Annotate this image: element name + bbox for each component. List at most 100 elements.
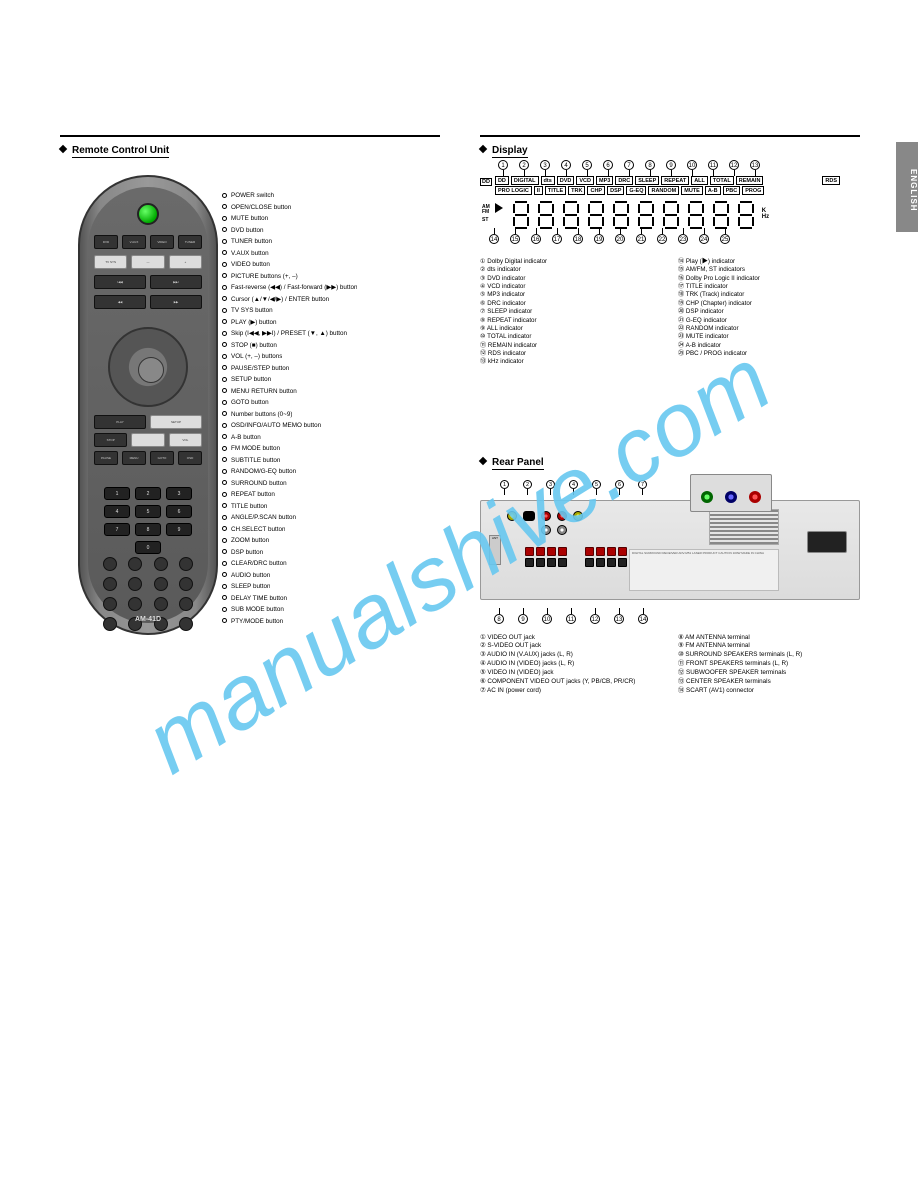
- callout-number: 15: [510, 234, 520, 244]
- callout-item: OSD/INFO/AUTO MEMO button: [222, 422, 321, 431]
- key-item: ② S-VIDEO OUT jack: [480, 642, 662, 651]
- key-item: ⑱ TRK (Track) indicator: [678, 291, 860, 299]
- indicator: PBC: [723, 186, 741, 195]
- right-column: Display 12345678910111213 DD DDDIGITALdt…: [480, 145, 860, 695]
- callout-number: 2: [519, 160, 529, 170]
- callout-number: 12: [729, 160, 739, 170]
- divider-right: [480, 135, 860, 137]
- indicator: DSP: [607, 186, 624, 195]
- indicator: ALL: [691, 176, 708, 185]
- callout-item: STOP (■) button: [222, 342, 277, 351]
- seven-segment: [560, 200, 582, 230]
- callout-number: 21: [636, 234, 646, 244]
- key-item: ⑥ COMPONENT VIDEO OUT jacks (Y, PB/CB, P…: [480, 678, 662, 687]
- callout-number: 8: [494, 614, 504, 624]
- callout-item: SUB MODE button: [222, 606, 284, 615]
- indicator: DVD: [557, 176, 575, 185]
- seven-segment: [735, 200, 757, 230]
- callout-number: 24: [699, 234, 709, 244]
- callout-number: 6: [603, 160, 613, 170]
- key-item: ㉒ RANDOM indicator: [678, 325, 860, 333]
- callout-number: 5: [582, 160, 592, 170]
- callout-item: Cursor (▲/▼/◀/▶) / ENTER button: [222, 296, 329, 305]
- seven-segment: [585, 200, 607, 230]
- callout-item: DSP button: [222, 549, 263, 558]
- remote-model-label: AM-41D: [80, 616, 216, 623]
- key-item: ㉑ G-EQ indicator: [678, 317, 860, 325]
- callout-item: DELAY TIME button: [222, 595, 287, 604]
- callout-item: REPEAT button: [222, 491, 275, 500]
- power-button-icon: [137, 203, 159, 225]
- key-item: ㉕ PBC / PROG indicator: [678, 350, 860, 358]
- callout-number: 11: [708, 160, 718, 170]
- callout-number: 6: [615, 480, 624, 489]
- callout-item: CLEAR/DRC button: [222, 560, 287, 569]
- callout-number: 13: [614, 614, 624, 624]
- callout-item: GOTO button: [222, 399, 269, 408]
- callout-item: AUDIO button: [222, 572, 270, 581]
- callout-number: 14: [638, 614, 648, 624]
- callout-number: 4: [561, 160, 571, 170]
- callout-number: 8: [645, 160, 655, 170]
- callout-item: POWER switch: [222, 192, 274, 201]
- callout-item: PAUSE/STEP button: [222, 365, 289, 374]
- callout-item: MENU RETURN button: [222, 388, 297, 397]
- indicator: REMAIN: [736, 176, 764, 185]
- indicator: VCD: [576, 176, 594, 185]
- seven-segment: [510, 200, 532, 230]
- section-title-display: Display: [480, 145, 860, 156]
- callout-item: TV SYS button: [222, 307, 273, 316]
- key-item: ⑫ SUBWOOFER SPEAKER terminals: [678, 669, 860, 678]
- seven-segment: [660, 200, 682, 230]
- hz-label: Hz: [762, 214, 769, 220]
- key-item: ⑤ VIDEO IN (VIDEO) jack: [480, 669, 662, 678]
- key-item: ① VIDEO OUT jack: [480, 634, 662, 643]
- section-title-rear: Rear Panel: [480, 457, 860, 468]
- rear-key-list: ① VIDEO OUT jack② S-VIDEO OUT jack③ AUDI…: [480, 634, 860, 696]
- key-item: ⑬ CENTER SPEAKER terminals: [678, 678, 860, 687]
- key-item: ⑩ SURROUND SPEAKERS terminals (L, R): [678, 651, 860, 660]
- key-item: ⑨ ALL indicator: [480, 325, 662, 333]
- indicator: REPEAT: [661, 176, 689, 185]
- indicator: RANDOM: [648, 186, 679, 195]
- callout-item: SETUP button: [222, 376, 271, 385]
- callout-number: 2: [523, 480, 532, 489]
- callout-item: Number buttons (0~9): [222, 411, 292, 420]
- callout-number: 18: [573, 234, 583, 244]
- callout-item: TITLE button: [222, 503, 267, 512]
- indicator: MUTE: [681, 186, 703, 195]
- remote-illustration: DVDV.AUXVIDEOTUNER TV SYS—+ I◀◀▶▶I ◀◀▶▶ …: [78, 175, 218, 635]
- callout-number: 7: [638, 480, 647, 489]
- callout-item: V.AUX button: [222, 250, 269, 259]
- callout-number: 23: [678, 234, 688, 244]
- seven-segment: [610, 200, 632, 230]
- manual-page: ENGLISH Remote Control Unit DVDV.AUXVIDE…: [0, 0, 918, 1188]
- key-item: ⑧ AM ANTENNA terminal: [678, 634, 860, 643]
- indicator: MP3: [596, 176, 613, 185]
- indicator: TITLE: [545, 186, 566, 195]
- callout-item: ANGLE/P.SCAN button: [222, 514, 296, 523]
- callout-item: PLAY (▶) button: [222, 319, 277, 328]
- rear-label-plate: DIGITAL SURROUND RECEIVER ADV-M51 LASER …: [629, 549, 779, 591]
- key-item: ④ AUDIO IN (VIDEO) jacks (L, R): [480, 660, 662, 669]
- callout-number: 7: [624, 160, 634, 170]
- cursor-ring: [108, 327, 188, 407]
- callout-number: 9: [666, 160, 676, 170]
- component-video-inset: [690, 474, 772, 512]
- callout-item: A-B button: [222, 434, 261, 443]
- key-item: ⑦ AC IN (power cord): [480, 687, 662, 696]
- key-item: ④ VCD indicator: [480, 283, 662, 291]
- display-key-list: ① Dolby Digital indicator② dts indicator…: [480, 258, 860, 367]
- seven-segment: [685, 200, 707, 230]
- rear-panel-diagram: 1234567 DIGITAL SURROUND RECEIVER ADV-M5…: [480, 474, 860, 624]
- key-item: ⑩ TOTAL indicator: [480, 333, 662, 341]
- callout-number: 20: [615, 234, 625, 244]
- callout-number: 1: [500, 480, 509, 489]
- callout-number: 12: [590, 614, 600, 624]
- callout-item: PTY/MODE button: [222, 618, 283, 627]
- indicator: dts: [541, 176, 555, 185]
- remote-title-text: Remote Control Unit: [72, 145, 169, 158]
- callout-item: VOL (+, –) buttons: [222, 353, 282, 362]
- key-item: ㉔ A-B indicator: [678, 342, 860, 350]
- key-item: ⑯ Dolby Pro Logic II indicator: [678, 275, 860, 283]
